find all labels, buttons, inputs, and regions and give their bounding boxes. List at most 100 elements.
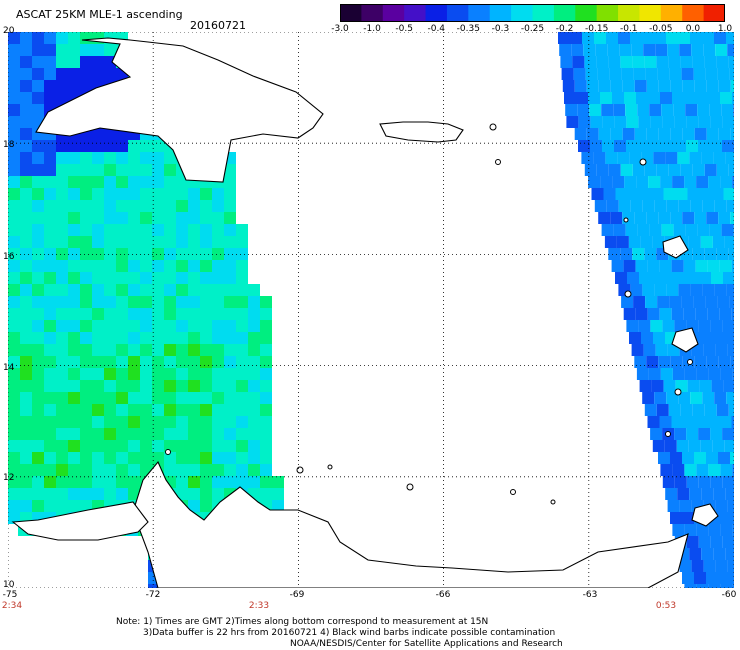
swath-cell	[56, 464, 68, 476]
swath-cell	[80, 152, 92, 164]
swath-cell	[200, 308, 212, 320]
swath-cell	[8, 488, 20, 500]
swath-cell	[80, 284, 92, 296]
swath-cell	[140, 236, 152, 248]
colorbar-tick-label: -0.4	[427, 24, 446, 34]
swath-cell	[669, 296, 682, 308]
swath-cell	[104, 416, 116, 428]
swath-cell	[224, 332, 236, 344]
swath-cell	[20, 308, 32, 320]
swath-cell	[636, 368, 649, 380]
swath-cell	[56, 428, 68, 440]
swath-cell	[164, 164, 176, 176]
swath-cell	[20, 368, 32, 380]
swath-cell	[68, 224, 80, 236]
swath-cell	[104, 344, 116, 356]
swath-cell	[92, 380, 104, 392]
swath-cell	[56, 344, 68, 356]
swath-cell	[188, 476, 200, 488]
swath-cell	[140, 308, 152, 320]
swath-cell	[673, 104, 686, 116]
swath-cell	[682, 512, 694, 524]
swath-cell	[56, 92, 68, 104]
swath-cell	[104, 488, 116, 500]
swath-cell	[631, 344, 644, 356]
swath-cell	[104, 164, 116, 176]
swath-cell	[708, 584, 721, 588]
swath-cell	[104, 188, 116, 200]
swath-cell	[140, 380, 152, 392]
swath-cell	[623, 308, 636, 320]
colorbar-tick-label: 1.0	[717, 24, 733, 34]
swath-cell	[698, 476, 711, 488]
swath-cell	[642, 200, 655, 212]
swath-cell	[104, 68, 116, 80]
swath-cell	[716, 248, 729, 260]
swath-cell	[56, 380, 68, 392]
swath-cell	[732, 92, 734, 104]
swath-cell	[711, 188, 724, 200]
swath-cell	[44, 272, 56, 284]
colorbar-tick-label: -1.0	[363, 24, 381, 34]
swath-cell	[80, 140, 92, 152]
swath-cell	[128, 440, 140, 452]
swath-cell	[148, 584, 160, 588]
swath-cell	[68, 428, 80, 440]
swath-cell	[248, 440, 260, 452]
swath-cell	[652, 236, 665, 248]
swath-cell	[674, 476, 687, 488]
swath-cell	[80, 260, 92, 272]
swath-cell	[44, 416, 56, 428]
swath-cell	[600, 176, 613, 188]
swath-cell	[594, 200, 607, 212]
swath-cell	[8, 380, 20, 392]
swath-cell	[668, 164, 681, 176]
swath-cell	[92, 320, 104, 332]
swath-cell	[20, 476, 32, 488]
swath-cell	[623, 260, 636, 272]
swath-cell	[140, 200, 152, 212]
swath-cell	[44, 164, 56, 176]
swath-cell	[152, 332, 164, 344]
swath-cell	[224, 476, 236, 488]
swath-cell	[612, 176, 625, 188]
swath-cell	[176, 212, 188, 224]
swath-cell	[248, 476, 260, 488]
swath-cell	[32, 272, 44, 284]
swath-cell	[662, 116, 675, 128]
land-polygon	[671, 327, 699, 353]
swath-cell	[8, 356, 20, 368]
product-date: 20160721	[190, 19, 246, 32]
lat-label-20: 20	[3, 26, 15, 36]
swath-cell	[686, 476, 699, 488]
swath-cell	[680, 164, 693, 176]
swath-cell	[643, 44, 656, 56]
swath-cell	[248, 296, 260, 308]
swath-cell	[152, 320, 164, 332]
swath-cell	[20, 452, 32, 464]
swath-cell	[688, 236, 701, 248]
swath-cell	[712, 236, 725, 248]
swath-cell	[56, 152, 68, 164]
swath-cell	[164, 320, 176, 332]
swath-cell	[20, 320, 32, 332]
swath-cell	[248, 392, 260, 404]
colorbar-swatch	[703, 4, 725, 22]
colorbar-labels: -3.0 -1.0 -0.5 -0.4 -0.35 -0.3 -0.25 -0.2 -0.15-…	[331, 24, 732, 36]
swath-cell	[68, 212, 80, 224]
swath-cell	[32, 380, 44, 392]
swath-cell	[248, 320, 260, 332]
swath-cell	[685, 104, 698, 116]
swath-cell	[652, 440, 665, 452]
swath-cell	[621, 296, 634, 308]
swath-cell	[188, 248, 200, 260]
swath-cell	[646, 356, 659, 368]
swath-cell	[164, 356, 176, 368]
swath-cell	[668, 404, 681, 416]
swath-cell	[248, 368, 260, 380]
swath-cell	[20, 404, 32, 416]
swath-cell	[711, 272, 723, 284]
swath-cell	[140, 332, 152, 344]
colorbar-swatch	[361, 4, 384, 22]
swath-cell	[164, 176, 176, 188]
